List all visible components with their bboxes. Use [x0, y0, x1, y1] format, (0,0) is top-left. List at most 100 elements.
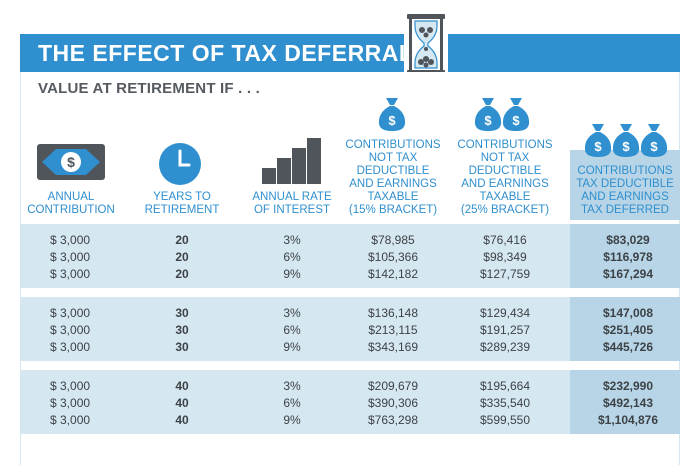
cell-contribution: $ 3,000 [50, 306, 91, 320]
svg-text:$: $ [388, 113, 396, 128]
column-header-line: AND EARNINGS [349, 178, 437, 190]
column-header-line: TAX DEDUCTIBLE [576, 178, 674, 190]
table-subtitle: VALUE AT RETIREMENT IF . . . [38, 80, 260, 97]
cell-value-25: $76,416 [483, 233, 527, 247]
cell-value-25: $98,349 [483, 250, 527, 264]
column-header-line: CONTRIBUTIONS [457, 139, 553, 151]
table-row: $ 3,000 20 3% $78,985 $76,416 $83,029 [0, 231, 700, 249]
cell-value-deferred: $445,726 [602, 340, 654, 354]
cell-value-15: $78,985 [371, 233, 415, 247]
column-header-taxable-25: CONTRIBUTIONS NOT TAX DEDUCTIBLE AND EAR… [455, 139, 555, 217]
column-header-line: RETIREMENT [144, 204, 220, 216]
cell-value-25: $129,434 [479, 306, 531, 320]
cell-rate: 3% [283, 233, 301, 247]
cell-value-deferred: $232,990 [602, 379, 654, 393]
cell-contribution: $ 3,000 [50, 413, 91, 427]
page-title: THE EFFECT OF TAX DEFERRAL [38, 40, 414, 66]
column-header-line: (15% BRACKET) [348, 204, 438, 216]
cell-rate: 3% [283, 379, 301, 393]
cell-years: 30 [175, 340, 189, 354]
cell-rate: 9% [283, 340, 301, 354]
cell-value-deferred: $116,978 [603, 250, 653, 264]
cell-value-25: $289,239 [479, 340, 531, 354]
column-header-line: NOT TAX [368, 152, 418, 164]
column-header-line: DEDUCTIBLE [356, 165, 430, 177]
svg-text:$: $ [650, 139, 658, 154]
cell-value-15: $105,366 [367, 250, 419, 264]
cell-rate: 3% [283, 306, 301, 320]
cell-value-15: $763,298 [367, 413, 419, 427]
cell-value-deferred: $147,008 [602, 306, 654, 320]
cell-years: 40 [175, 413, 189, 427]
cell-value-deferred: $167,294 [602, 267, 654, 281]
cell-value-15: $136,148 [367, 306, 419, 320]
two-money-bags-icon: $ $ [474, 98, 530, 131]
cell-contribution: $ 3,000 [50, 267, 91, 281]
cell-contribution: $ 3,000 [50, 379, 91, 393]
column-header-line: CONTRIBUTIONS [577, 165, 673, 177]
column-header-line: ANNUAL [47, 191, 95, 203]
cell-value-deferred: $251,405 [602, 323, 654, 337]
cell-contribution: $ 3,000 [50, 340, 91, 354]
cell-years: 20 [175, 250, 189, 264]
cell-value-15: $343,169 [367, 340, 419, 354]
svg-text:$: $ [594, 139, 602, 154]
column-header-line: TAXABLE [479, 191, 531, 203]
cell-value-25: $335,540 [479, 396, 531, 410]
highlight-band [570, 297, 680, 361]
dollar-bill-icon: $ [37, 144, 105, 180]
column-header-line: ANNUAL RATE [252, 191, 332, 203]
hourglass-money-icon [404, 12, 448, 78]
column-header-line: DEDUCTIBLE [468, 165, 542, 177]
cell-years: 40 [175, 396, 189, 410]
cell-value-25: $599,550 [479, 413, 531, 427]
cell-years: 40 [175, 379, 189, 393]
cell-rate: 6% [283, 323, 301, 337]
column-header-line: OF INTEREST [253, 204, 331, 216]
highlight-column-header-bg [570, 150, 680, 220]
column-header-years-to-retirement: YEARS TO RETIREMENT [137, 191, 227, 217]
column-header-annual-rate: ANNUAL RATE OF INTEREST [247, 191, 337, 217]
cell-value-25: $191,257 [479, 323, 531, 337]
table-row: $ 3,000 40 6% $390,306 $335,540 $492,143 [0, 394, 700, 412]
table-row: $ 3,000 20 9% $142,182 $127,759 $167,294 [0, 265, 700, 283]
highlight-band [570, 370, 680, 434]
money-bag-icon: $ [378, 98, 406, 131]
column-header-line: CONTRIBUTION [27, 204, 115, 216]
svg-text:$: $ [622, 139, 630, 154]
highlight-band [570, 224, 680, 288]
cell-rate: 9% [283, 413, 301, 427]
column-header-line: CONTRIBUTIONS [345, 139, 441, 151]
table-row: $ 3,000 40 3% $209,679 $195,664 $232,990 [0, 377, 700, 395]
cell-contribution: $ 3,000 [50, 323, 91, 337]
column-header-line: TAX DEFERRED [581, 204, 669, 216]
cell-years: 30 [175, 306, 189, 320]
table-row: $ 3,000 30 6% $213,115 $191,257 $251,405 [0, 321, 700, 339]
cell-value-15: $213,115 [368, 323, 418, 337]
clock-icon [159, 143, 201, 185]
cell-years: 30 [175, 323, 189, 337]
svg-text:$: $ [67, 154, 75, 170]
cell-contribution: $ 3,000 [50, 396, 91, 410]
table-row: $ 3,000 30 9% $343,169 $289,239 $445,726 [0, 338, 700, 356]
cell-value-deferred: $83,029 [606, 233, 650, 247]
column-header-taxable-15: CONTRIBUTIONS NOT TAX DEDUCTIBLE AND EAR… [343, 139, 443, 217]
column-header-line: YEARS TO [153, 191, 211, 203]
column-header-tax-deferred: CONTRIBUTIONS TAX DEDUCTIBLE AND EARNING… [570, 165, 680, 217]
cell-rate: 6% [283, 396, 301, 410]
column-header-line: AND EARNINGS [581, 191, 669, 203]
cell-rate: 9% [283, 267, 301, 281]
column-header-line: AND EARNINGS [461, 178, 549, 190]
cell-value-25: $127,759 [479, 267, 531, 281]
cell-value-25: $195,664 [479, 379, 531, 393]
table-row: $ 3,000 20 6% $105,366 $98,349 $116,978 [0, 248, 700, 266]
column-header-line: TAXABLE [367, 191, 419, 203]
column-header-line: NOT TAX [480, 152, 530, 164]
cell-rate: 6% [283, 250, 301, 264]
table-row: $ 3,000 40 9% $763,298 $599,550 $1,104,8… [0, 411, 700, 429]
cell-contribution: $ 3,000 [50, 250, 91, 264]
table-row: $ 3,000 30 3% $136,148 $129,434 $147,008 [0, 304, 700, 322]
cell-years: 20 [175, 233, 189, 247]
cell-value-15: $142,182 [367, 267, 419, 281]
cell-value-15: $390,306 [367, 396, 419, 410]
